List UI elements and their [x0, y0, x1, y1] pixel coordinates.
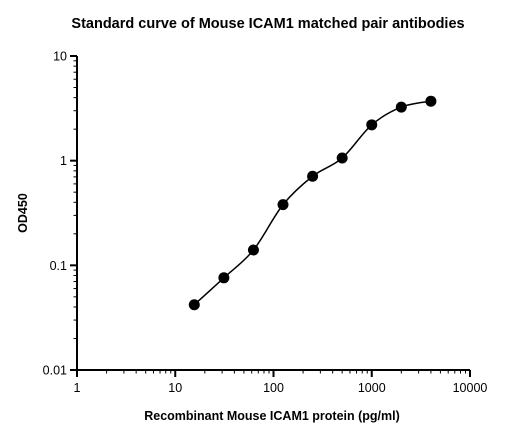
- y-tick-label: 1: [60, 154, 67, 168]
- data-point: [336, 152, 348, 164]
- data-point: [307, 170, 319, 182]
- y-axis-label: OD450: [16, 193, 30, 233]
- data-point: [395, 101, 407, 113]
- y-tick-label: 0.01: [43, 364, 67, 378]
- data-point: [188, 299, 200, 311]
- x-tick-label: 10: [168, 381, 182, 395]
- y-tick-label: 10: [53, 50, 67, 64]
- data-point: [277, 199, 289, 211]
- x-axis-label: Recombinant Mouse ICAM1 protein (pg/ml): [144, 409, 400, 423]
- data-point: [366, 119, 378, 131]
- x-tick-label: 1: [74, 381, 81, 395]
- data-point: [247, 244, 259, 256]
- x-tick-label: 100: [263, 381, 284, 395]
- x-tick-label: 1000: [358, 381, 386, 395]
- fit-curve-line: [193, 100, 432, 306]
- chart-title: Standard curve of Mouse ICAM1 matched pa…: [71, 16, 464, 32]
- y-tick-label: 0.1: [50, 259, 67, 273]
- plot-area: 1 10 100 1000 10000 0.01 0.1 1 10: [43, 50, 488, 396]
- x-tick-label: 10000: [453, 381, 488, 395]
- data-point: [425, 95, 437, 107]
- data-point: [218, 272, 230, 284]
